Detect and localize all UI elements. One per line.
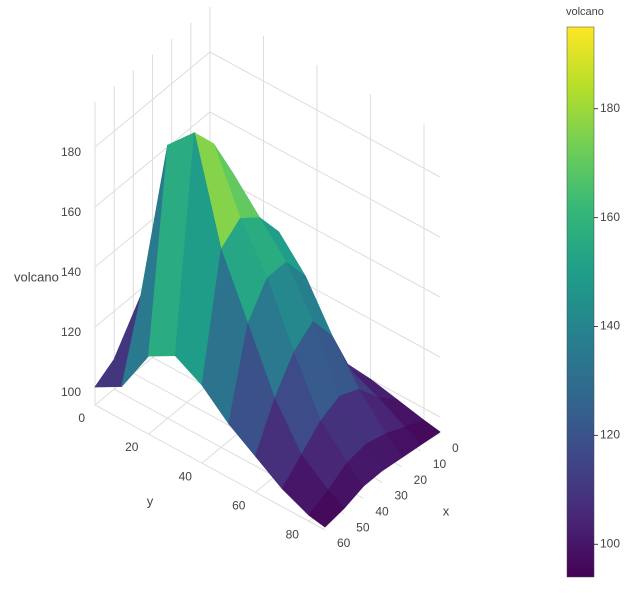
z-tick-label: 140 (61, 265, 81, 279)
x-tick-label: 0 (452, 441, 459, 455)
z-tick-label: 120 (61, 325, 81, 339)
scene (94, 7, 441, 531)
surface-patch (308, 489, 345, 528)
z-tick-label: 160 (61, 205, 81, 219)
x-tick-label: 60 (337, 536, 351, 550)
y-tick-label: 40 (179, 469, 193, 483)
x-axis-title: x (443, 503, 450, 518)
x-tick-label: 30 (395, 489, 409, 503)
colorbar-tick-label: 100 (600, 536, 620, 550)
z-grid-line (94, 51, 441, 178)
colorbar (566, 26, 595, 578)
colorbar-tick-label: 140 (600, 319, 620, 333)
z-tick-label: 100 (61, 385, 81, 399)
y-axis-title: y (147, 493, 154, 508)
y-tick-label: 80 (286, 527, 300, 541)
y-tick-label: 20 (125, 440, 139, 454)
colorbar-tick-label: 160 (600, 210, 620, 224)
x-tick-label: 10 (433, 457, 447, 471)
colorbar-tick-label: 120 (600, 428, 620, 442)
y-tick-label: 0 (78, 411, 85, 425)
z-grid-line (94, 111, 441, 238)
z-axis-title: volcano (14, 269, 59, 284)
y-tick-label: 60 (232, 498, 246, 512)
z-tick-label: 180 (61, 145, 81, 159)
x-tick-label: 40 (375, 505, 389, 519)
x-tick-label: 20 (414, 473, 428, 487)
colorbar-title: volcano (566, 6, 604, 18)
colorbar-tick-label: 180 (600, 101, 620, 115)
x-tick-label: 50 (356, 520, 370, 534)
